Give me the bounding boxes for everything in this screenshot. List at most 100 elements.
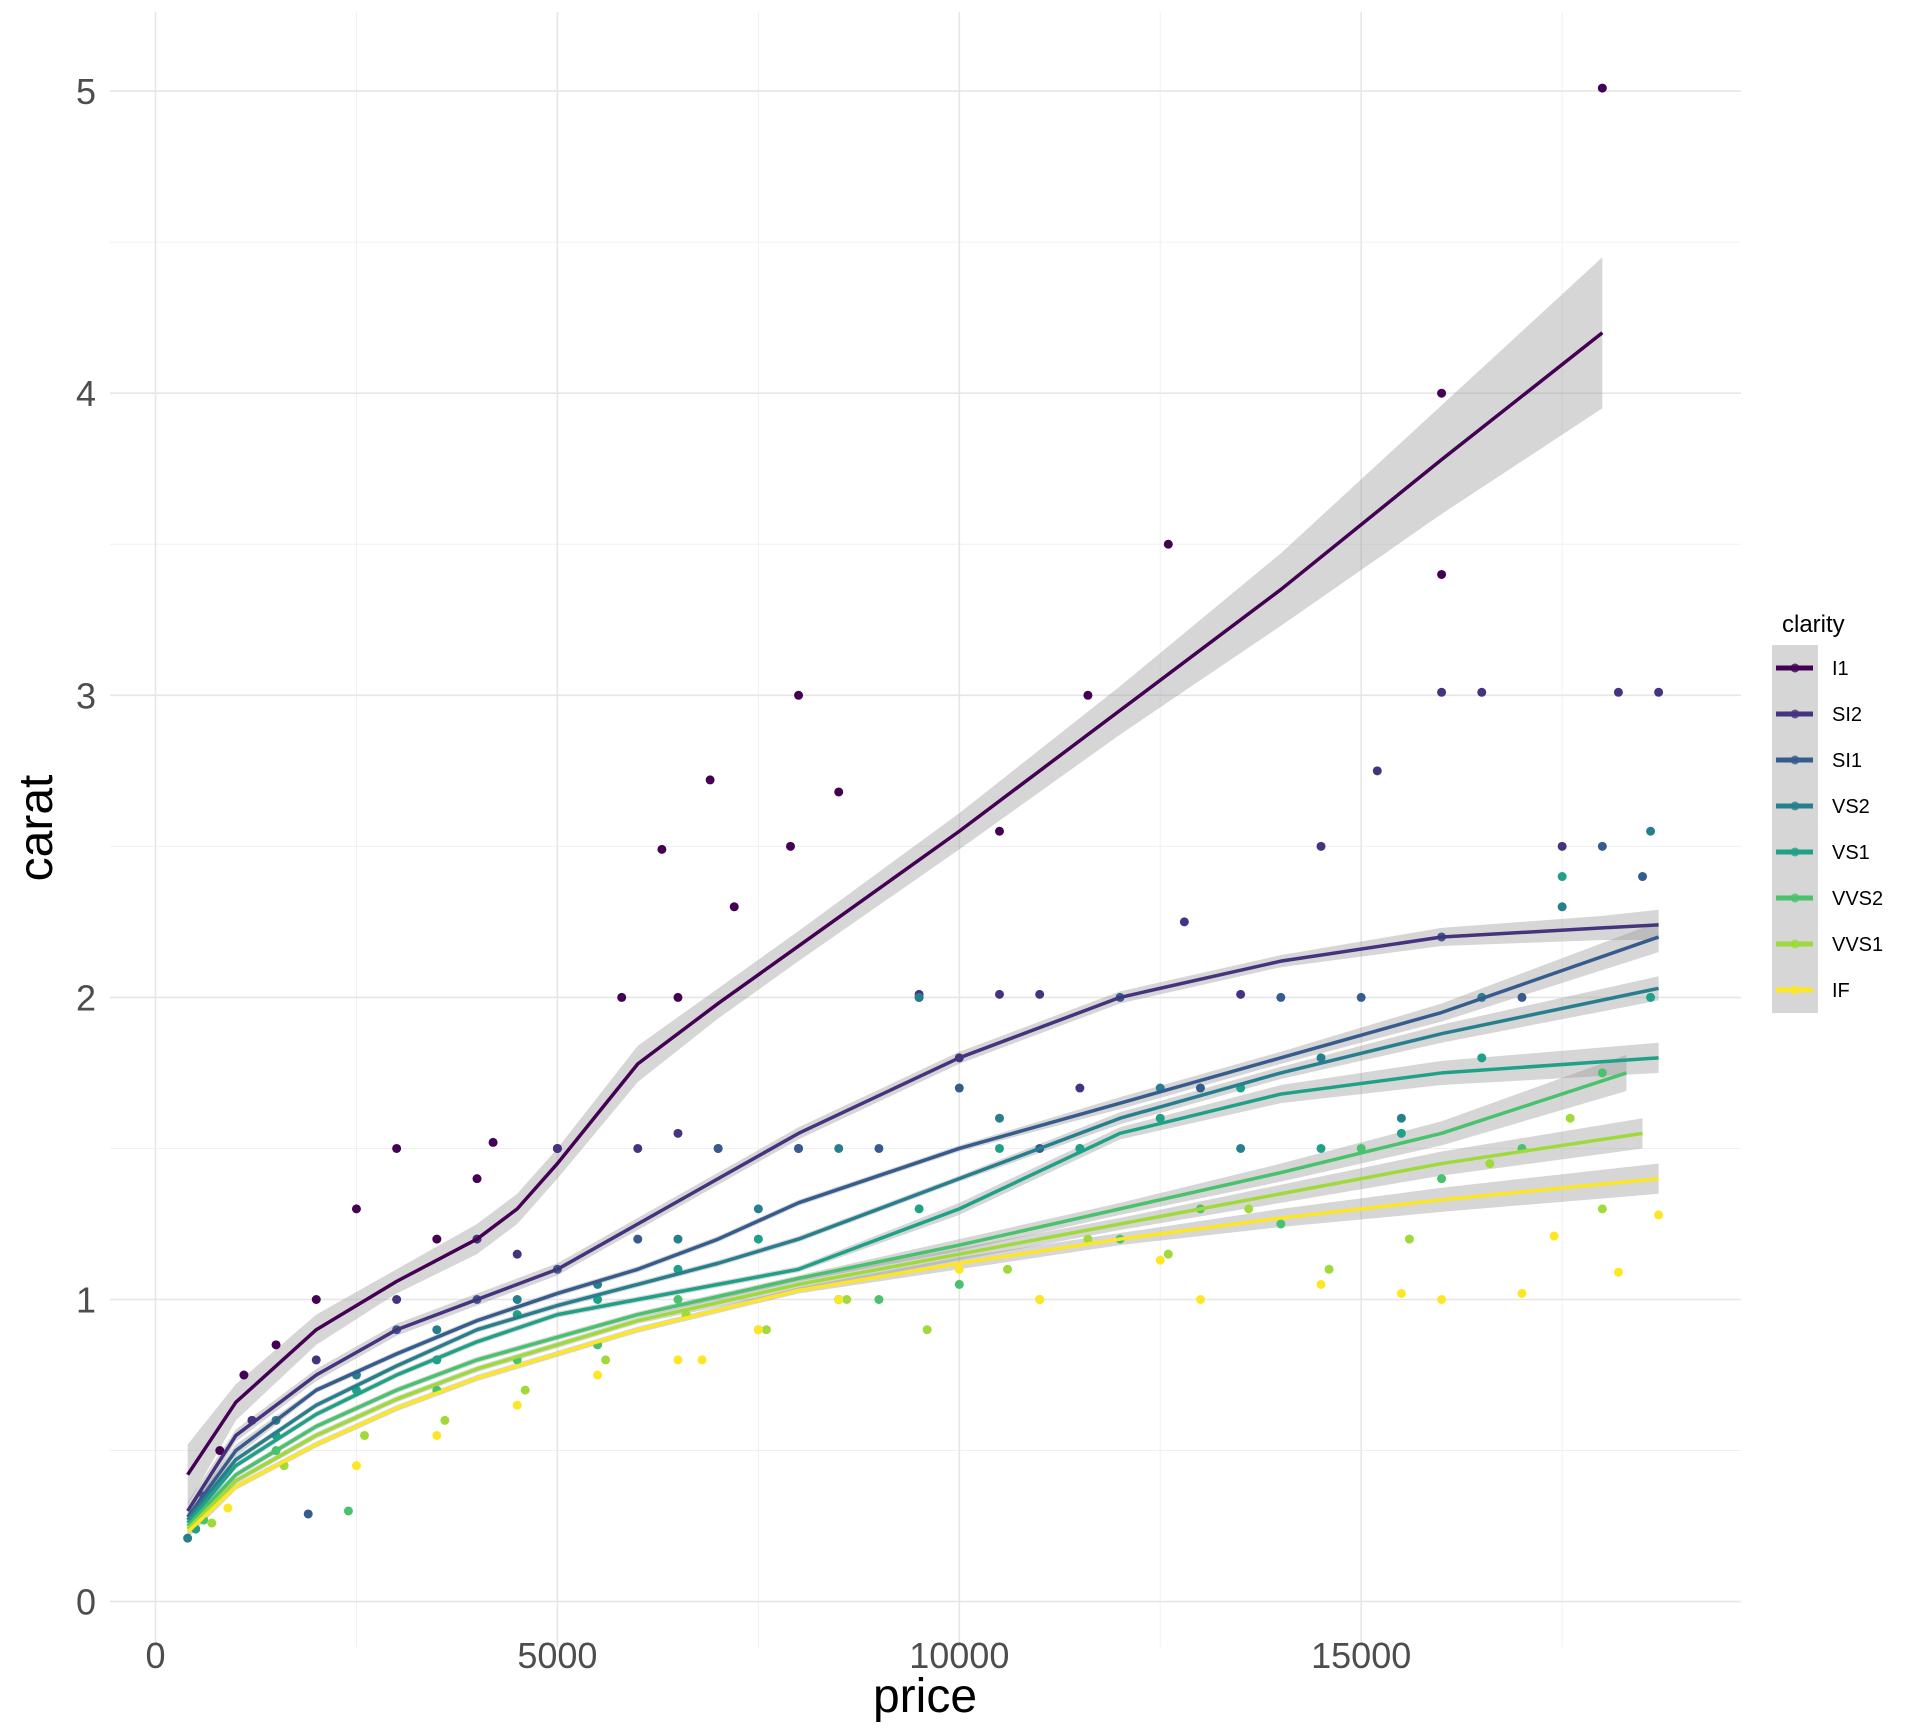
point-VVS1 [207, 1518, 217, 1528]
point-SI1 [794, 1143, 804, 1153]
confidence-band-SI1 [187, 921, 1659, 1524]
point-SI2 [1316, 841, 1326, 851]
point-I1 [794, 690, 804, 700]
point-IF [1549, 1231, 1559, 1241]
point-IF [954, 1264, 964, 1274]
y-tick-label: 5 [76, 71, 96, 112]
point-SI1 [1195, 1083, 1205, 1093]
y-tick-label: 2 [76, 977, 96, 1018]
point-I1 [994, 826, 1004, 836]
point-I1 [617, 992, 627, 1002]
x-axis-ticks: 0 5000 10000 15000 [145, 1635, 1411, 1676]
point-VS1 [1396, 1128, 1406, 1138]
point-IF [1155, 1255, 1165, 1265]
point-SI1 [954, 1083, 964, 1093]
grid [110, 12, 1741, 1647]
legend-label-VVS1: VVS1 [1832, 934, 1883, 956]
point-SI2 [633, 1143, 643, 1153]
y-tick-label: 3 [76, 675, 96, 716]
point-VS2 [994, 1113, 1004, 1123]
point-I1 [705, 775, 715, 785]
point-VVS1 [1244, 1204, 1254, 1214]
legend-key-point-SI1 [1790, 755, 1800, 765]
point-IF [673, 1355, 683, 1365]
point-VS2 [1557, 902, 1567, 912]
point-IF [223, 1503, 233, 1513]
point-VS2 [1396, 1113, 1406, 1123]
legend-label-SI2: SI2 [1832, 704, 1862, 726]
legend-key-point-IF [1790, 985, 1800, 995]
point-I1 [834, 787, 844, 797]
point-VVS2 [1437, 1174, 1447, 1184]
confidence-band-I1 [187, 257, 1603, 1505]
smooth-line-SI1 [186, 935, 1660, 1519]
point-IF [1654, 1210, 1664, 1220]
point-SI2 [552, 1143, 562, 1153]
point-SI2 [1179, 917, 1189, 927]
x-axis-title: price [873, 1670, 977, 1723]
point-I1 [729, 902, 739, 912]
confidence-band-SI2 [187, 909, 1659, 1521]
point-IF [512, 1400, 522, 1410]
point-SI1 [1597, 841, 1607, 851]
point-VVS1 [1083, 1234, 1093, 1244]
point-VS1 [1557, 872, 1567, 882]
point-VVS2 [954, 1279, 964, 1289]
point-IF [1035, 1295, 1045, 1304]
legend-key-point-VS2 [1790, 801, 1800, 811]
confidence-band-VVS1 [187, 1118, 1643, 1536]
point-VVS2 [343, 1506, 353, 1516]
y-axis-ticks: 0 1 2 3 4 5 [76, 71, 96, 1623]
point-VS2 [914, 992, 924, 1002]
point-VS1 [753, 1234, 763, 1244]
point-I1 [472, 1174, 482, 1184]
point-VS2 [1316, 1053, 1326, 1063]
point-SI2 [1477, 687, 1487, 697]
smooth-line-VVS1 [186, 1131, 1643, 1531]
point-VS1 [1155, 1113, 1165, 1123]
confidence-ribbons [187, 257, 1659, 1539]
point-SI1 [1276, 992, 1286, 1002]
y-tick-label: 0 [76, 1582, 96, 1623]
point-SI2 [1236, 989, 1246, 999]
legend-key-point-SI2 [1790, 709, 1800, 719]
point-IF [834, 1295, 844, 1304]
point-VVS1 [1597, 1204, 1607, 1214]
y-tick-label: 1 [76, 1280, 96, 1321]
point-VS1 [1477, 1053, 1487, 1063]
point-VVS1 [1003, 1264, 1013, 1274]
smooth-lines [186, 331, 1660, 1534]
smooth-line-VS2 [186, 986, 1659, 1522]
point-VVS1 [761, 1325, 771, 1335]
point-VS2 [432, 1325, 442, 1335]
point-IF [1396, 1288, 1406, 1298]
legend-key-point-VVS2 [1790, 893, 1800, 903]
confidence-band-VVS2 [187, 1054, 1627, 1533]
point-SI2 [512, 1249, 522, 1259]
point-VVS1 [1485, 1159, 1495, 1169]
legend-label-VVS2: VVS2 [1832, 888, 1883, 910]
point-VVS1 [922, 1325, 932, 1335]
point-VS1 [1316, 1143, 1326, 1153]
point-SI2 [1035, 989, 1045, 999]
point-VS1 [994, 1143, 1004, 1153]
smooth-line-I1 [186, 331, 1604, 1476]
point-SI1 [874, 1143, 884, 1153]
point-VVS1 [520, 1385, 530, 1395]
point-I1 [351, 1204, 361, 1214]
point-I1 [271, 1340, 281, 1350]
smooth-line-VS1 [186, 1056, 1659, 1525]
point-VVS1 [1163, 1249, 1173, 1259]
point-IF [1195, 1295, 1205, 1304]
point-SI1 [633, 1234, 643, 1244]
point-IF [1437, 1295, 1447, 1304]
point-VVS1 [359, 1430, 369, 1440]
point-VS2 [512, 1295, 522, 1304]
legend-label-I1: I1 [1832, 658, 1849, 680]
legend-key-point-VS1 [1790, 847, 1800, 857]
point-SI2 [1654, 687, 1664, 697]
point-SI1 [713, 1143, 723, 1153]
point-VVS1 [842, 1295, 852, 1304]
legend-key-point-VVS1 [1790, 939, 1800, 949]
